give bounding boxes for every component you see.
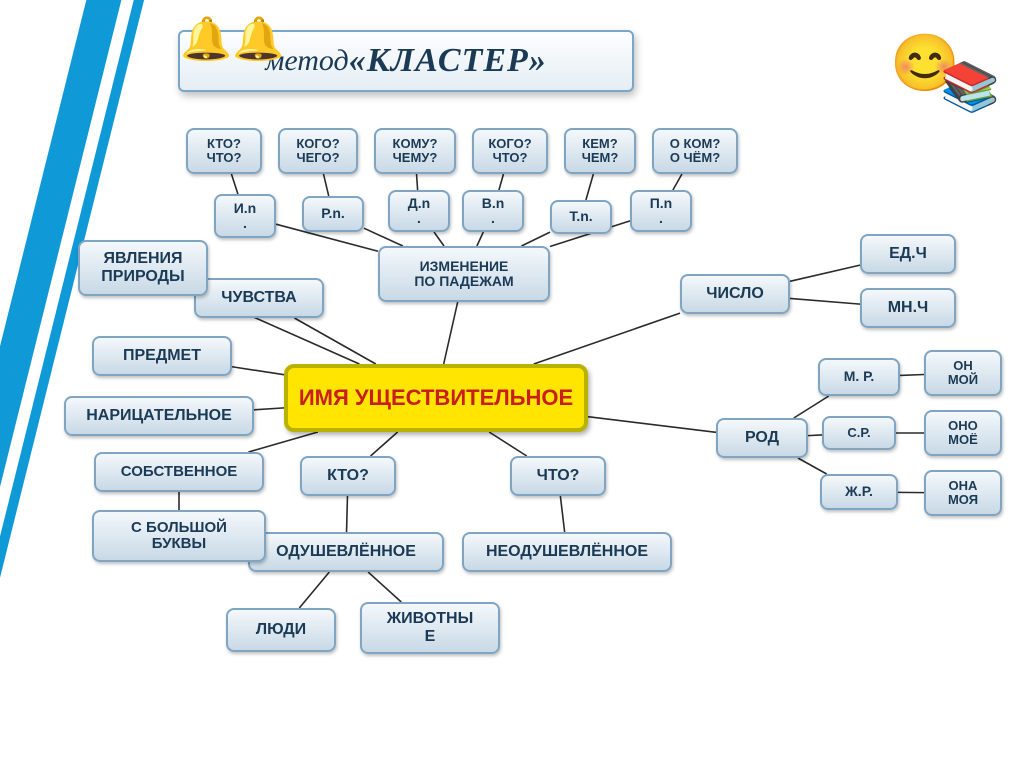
node-chto: ЧТО?	[510, 456, 606, 496]
edge-mr-onmoy	[900, 375, 924, 376]
edge-padezh-dp	[434, 232, 444, 246]
node-padezh: ИЗМЕНЕНИЕ ПО ПАДЕЖАМ	[378, 246, 550, 302]
edge-center-sobst	[248, 432, 317, 452]
edge-dp-q_dp	[417, 174, 418, 190]
edge-center-padezh	[444, 302, 458, 364]
edge-center-kto	[371, 432, 398, 456]
books-icon: 📚	[940, 58, 1000, 115]
node-pp: П.n .	[630, 190, 692, 232]
edge-rp-q_rp	[323, 174, 328, 196]
title-main: «КЛАСТЕР»	[349, 42, 547, 80]
node-predm: ПРЕДМЕТ	[92, 336, 232, 376]
node-onamoya: ОНА МОЯ	[924, 470, 1002, 516]
edge-center-naric	[254, 408, 284, 410]
node-tp: Т.n.	[550, 200, 612, 234]
edge-chislo-mnch	[790, 298, 860, 304]
node-rp: Р.n.	[302, 196, 364, 232]
node-ip: И.n .	[214, 194, 276, 238]
edge-padezh-vp	[477, 232, 483, 246]
node-q_ip: КТО? ЧТО?	[186, 128, 262, 174]
edge-tp-q_tp	[586, 174, 593, 200]
node-neodush: НЕОДУШЕВЛЁННОЕ	[462, 532, 672, 572]
node-odush: ОДУШЕВЛЁННОЕ	[248, 532, 444, 572]
node-sr: С.Р.	[822, 416, 896, 450]
node-sobst: СОБСТВЕННОЕ	[94, 452, 264, 492]
node-naric: НАРИЦАТЕЛЬНОЕ	[64, 396, 254, 436]
node-chislo: ЧИСЛО	[680, 274, 790, 314]
node-kto: КТО?	[300, 456, 396, 496]
node-center: ИМЯ УЩЕСТВИТЕЛЬНОЕ	[284, 364, 588, 432]
node-vp: В.n .	[462, 190, 524, 232]
node-onmoy: ОН МОЙ	[924, 350, 1002, 396]
edge-center-chislo	[534, 313, 680, 364]
edge-padezh-tp	[521, 232, 550, 246]
node-q_tp: КЕМ? ЧЕМ?	[564, 128, 636, 174]
edge-odush-zhivot	[368, 572, 401, 602]
node-dp: Д.n .	[388, 190, 450, 232]
edge-rod-mr	[794, 396, 829, 418]
diagram-stage: метод «КЛАСТЕР» 🔔🔔 😊 📚 ИМЯ УЩЕСТВИТЕЛЬНО…	[0, 0, 1024, 767]
edge-ip-q_ip	[231, 174, 237, 194]
edge-center-predm	[232, 367, 284, 375]
edge-chto-neodush	[560, 496, 564, 532]
node-q_pp: О КОМ? О ЧЁМ?	[652, 128, 738, 174]
node-mr: М. Р.	[818, 358, 900, 396]
node-mnch: МН.Ч	[860, 288, 956, 328]
node-onomo: ОНО МОЁ	[924, 410, 1002, 456]
edge-center-chto	[489, 432, 527, 456]
node-q_vp: КОГО? ЧТО?	[472, 128, 548, 174]
node-yavl: ЯВЛЕНИЯ ПРИРОДЫ	[78, 240, 208, 296]
node-lyudi: ЛЮДИ	[226, 608, 336, 652]
edge-pp-q_pp	[673, 174, 682, 190]
bells-icon: 🔔🔔	[180, 18, 285, 60]
node-sbig: С БОЛЬШОЙ БУКВЫ	[92, 510, 266, 562]
edge-center-chuv	[294, 318, 375, 364]
edge-rod-zhr	[798, 458, 827, 474]
node-chuv: ЧУВСТВА	[194, 278, 324, 318]
node-zhivot: ЖИВОТНЫ Е	[360, 602, 500, 654]
edge-chislo-edch	[790, 265, 860, 281]
edge-kto-odush	[347, 496, 348, 532]
node-q_dp: КОМУ? ЧЕМУ?	[374, 128, 456, 174]
edge-center-rod	[588, 417, 716, 433]
node-rod: РОД	[716, 418, 808, 458]
node-edch: ЕД.Ч	[860, 234, 956, 274]
node-q_rp: КОГО? ЧЕГО?	[278, 128, 358, 174]
edge-rod-sr	[808, 435, 822, 436]
node-zhr: Ж.Р.	[820, 474, 898, 510]
edge-odush-lyudi	[299, 572, 329, 608]
edge-vp-q_vp	[499, 174, 504, 190]
